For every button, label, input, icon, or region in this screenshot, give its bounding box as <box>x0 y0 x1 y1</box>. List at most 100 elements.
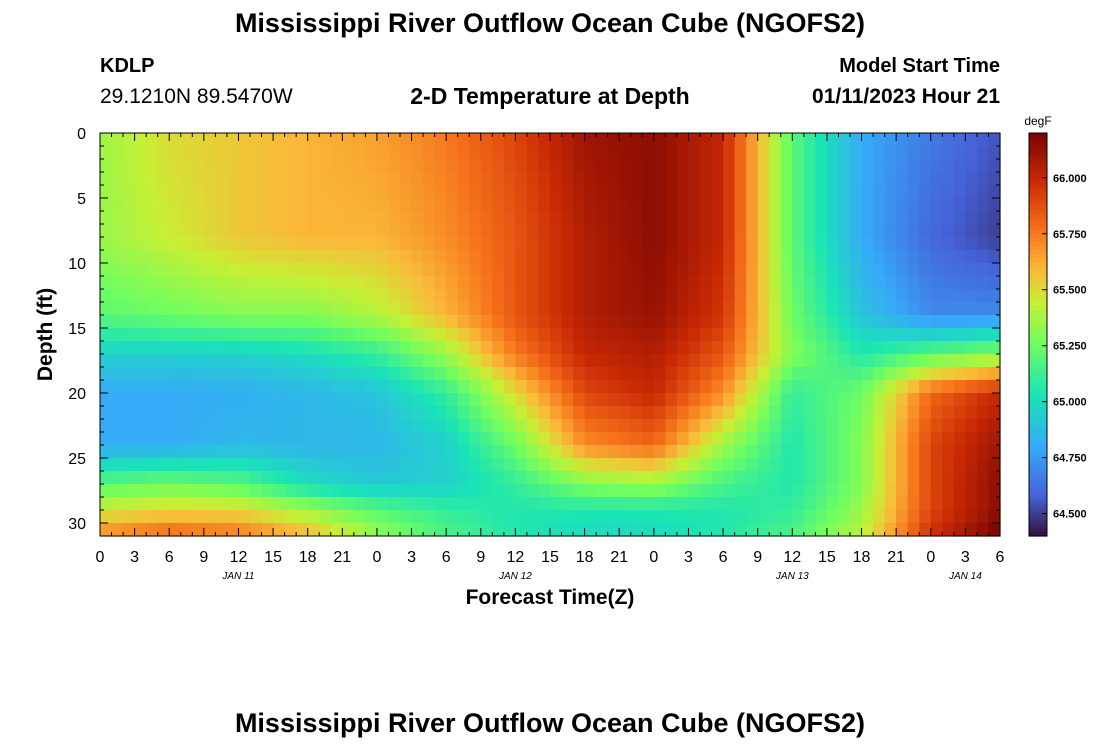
heatmap-cell <box>734 406 747 420</box>
heatmap-cell <box>296 393 309 407</box>
heatmap-cell <box>976 224 990 238</box>
heatmap-cell <box>123 497 136 511</box>
heatmap-cell <box>261 471 274 485</box>
heatmap-cell <box>919 328 932 342</box>
heatmap-cell <box>376 237 390 251</box>
heatmap-cell <box>296 497 309 511</box>
heatmap-cell <box>365 289 378 303</box>
heatmap-cell <box>803 289 816 303</box>
heatmap-cell <box>469 445 482 459</box>
heatmap-cell <box>446 302 459 316</box>
heatmap-cell <box>480 146 493 160</box>
heatmap-cell <box>192 354 205 368</box>
heatmap-cell <box>353 445 366 459</box>
heatmap-cell <box>873 523 886 537</box>
heatmap-cell <box>965 159 978 173</box>
heatmap-cell <box>561 185 574 199</box>
heatmap-cell <box>111 198 124 212</box>
heatmap-cell <box>953 133 966 147</box>
heatmap-cell <box>307 276 320 290</box>
colorbar-segment <box>1029 245 1047 251</box>
colorbar-segment <box>1029 141 1047 146</box>
heatmap-cell <box>769 393 782 407</box>
heatmap-cell <box>746 263 759 277</box>
heatmap-cell <box>434 237 447 251</box>
heatmap-cell <box>850 419 863 433</box>
heatmap-cell <box>192 146 205 160</box>
heatmap-cell <box>146 198 159 212</box>
heatmap-cell <box>826 224 840 238</box>
heatmap-cell <box>365 458 378 472</box>
heatmap-cell <box>273 263 286 277</box>
heatmap-cell <box>111 172 124 186</box>
heatmap-cell <box>815 302 828 316</box>
heatmap-cell <box>942 211 955 225</box>
heatmap-cell <box>446 341 459 355</box>
colorbar-segment <box>1029 435 1047 440</box>
heatmap-cell <box>653 289 666 303</box>
chart-subtitle: 2-D Temperature at Depth <box>410 83 690 109</box>
heatmap-cell <box>446 484 459 498</box>
heatmap-cell <box>665 458 678 472</box>
heatmap-cell <box>134 380 147 394</box>
heatmap-cell <box>526 445 540 459</box>
heatmap-cell <box>792 159 805 173</box>
colorbar-segment <box>1029 467 1047 473</box>
heatmap-cell <box>319 341 332 355</box>
heatmap-cell <box>538 445 551 459</box>
heatmap-cell <box>469 172 482 186</box>
heatmap-cell <box>284 354 297 368</box>
heatmap-cell <box>365 484 378 498</box>
heatmap-cell <box>826 380 840 394</box>
heatmap-cell <box>457 406 470 420</box>
heatmap-cell <box>400 328 413 342</box>
heatmap-cell <box>157 341 170 355</box>
heatmap-cell <box>376 432 390 446</box>
heatmap-cell <box>607 367 620 381</box>
heatmap-cell <box>250 302 263 316</box>
heatmap-cell <box>423 406 436 420</box>
heatmap-cell <box>457 289 470 303</box>
heatmap-cell <box>538 315 551 329</box>
heatmap-cell <box>342 328 355 342</box>
heatmap-cell <box>319 471 332 485</box>
heatmap-cell <box>780 406 793 420</box>
heatmap-cell <box>896 146 909 160</box>
heatmap-cell <box>838 367 851 381</box>
heatmap-cell <box>319 497 332 511</box>
heatmap-cell <box>676 445 690 459</box>
heatmap-cell <box>792 354 805 368</box>
heatmap-cell <box>907 315 920 329</box>
heatmap-cell <box>226 393 240 407</box>
heatmap-cell <box>284 146 297 160</box>
heatmap-cell <box>400 484 413 498</box>
heatmap-cell <box>815 172 828 186</box>
heatmap-cell <box>250 380 263 394</box>
heatmap-cell <box>273 315 286 329</box>
heatmap-cell <box>296 510 309 524</box>
heatmap-cell <box>111 315 124 329</box>
heatmap-cell <box>700 146 713 160</box>
heatmap-cell <box>780 419 793 433</box>
heatmap-cell <box>861 315 874 329</box>
heatmap-cell <box>653 172 666 186</box>
heatmap-cell <box>861 380 874 394</box>
heatmap-cell <box>873 458 886 472</box>
heatmap-cell <box>953 354 966 368</box>
heatmap-cell <box>100 354 113 368</box>
heatmap-cell <box>965 315 978 329</box>
heatmap-cell <box>284 328 297 342</box>
heatmap-cell <box>884 263 897 277</box>
heatmap-cell <box>711 510 724 524</box>
heatmap-cell <box>353 315 366 329</box>
heatmap-cell <box>607 185 620 199</box>
heatmap-cell <box>711 328 724 342</box>
heatmap-cell <box>584 354 597 368</box>
heatmap-cell <box>896 419 909 433</box>
heatmap-cell <box>446 432 459 446</box>
heatmap-cell <box>411 237 424 251</box>
heatmap-cell <box>815 237 828 251</box>
heatmap-cell <box>157 484 170 498</box>
heatmap-cell <box>146 471 159 485</box>
heatmap-cell <box>573 354 586 368</box>
